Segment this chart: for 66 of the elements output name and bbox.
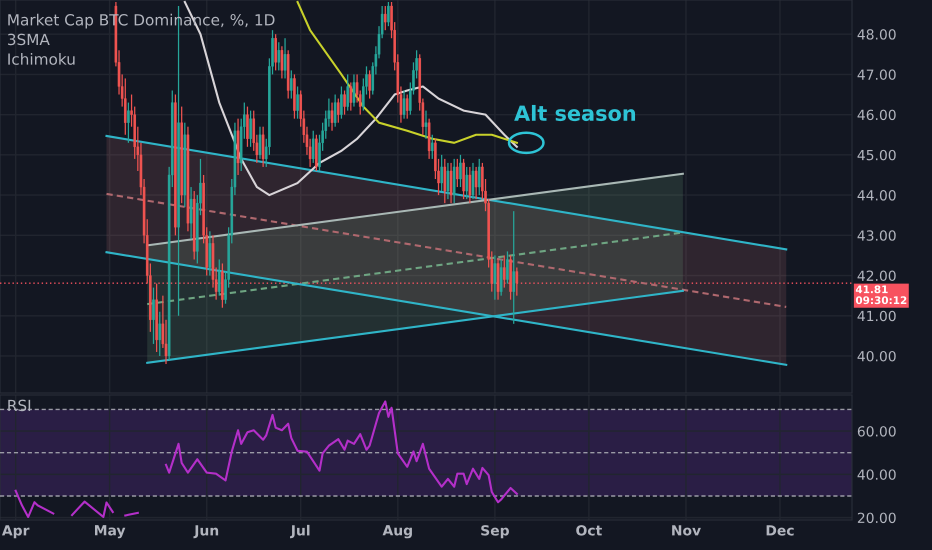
candlestick — [506, 250, 509, 284]
candlestick — [387, 1, 390, 27]
y-tick-label: 60.00 — [858, 426, 896, 437]
y-tick-label: 41.00 — [858, 310, 896, 322]
candlestick — [465, 166, 468, 200]
candlestick — [474, 166, 478, 200]
y-tick-label: 43.00 — [858, 230, 896, 241]
candlestick — [406, 94, 409, 120]
y-tick-label: 40.00 — [858, 469, 896, 480]
candlestick — [127, 102, 130, 144]
y-tick-label: 40.00 — [858, 350, 896, 362]
chart-title: RSI — [8, 400, 30, 412]
candlestick — [368, 70, 371, 100]
candlestick — [494, 254, 496, 300]
candlestick — [336, 98, 340, 124]
candlestick — [277, 42, 280, 72]
candlestick — [334, 94, 336, 128]
candlestick — [158, 311, 162, 357]
ref-line-label: 41.81 09:30:12 — [856, 285, 906, 304]
candlestick — [340, 86, 343, 120]
candlestick — [290, 70, 293, 100]
candlestick — [402, 90, 406, 120]
candlestick — [440, 154, 443, 192]
y-tick-label: 46.00 — [858, 110, 896, 120]
y-tick-label: 45.00 — [858, 150, 896, 160]
candlestick — [284, 38, 286, 80]
candlestick — [249, 110, 252, 148]
y-tick-label: 44.00 — [858, 190, 896, 201]
candlestick — [384, 5, 387, 31]
x-tick-label: Apr — [2, 525, 30, 538]
annotation: Alt season — [514, 104, 636, 122]
y-tick-label: 20.00 — [858, 512, 896, 524]
candlestick — [424, 110, 428, 140]
candlestick — [478, 158, 481, 196]
x-tick-label: Jun — [193, 525, 218, 538]
candlestick — [516, 266, 518, 296]
candlestick — [312, 130, 315, 164]
candlestick — [218, 258, 221, 296]
x-tick-label: Aug — [382, 525, 412, 538]
y-tick-label: 42.00 — [858, 270, 896, 282]
candlestick — [446, 162, 450, 200]
x-tick-label: Nov — [672, 525, 701, 536]
candlestick — [280, 46, 284, 80]
candlestick — [512, 210, 516, 324]
candlestick — [350, 82, 352, 112]
candlestick — [343, 90, 346, 116]
candlestick — [468, 166, 472, 204]
y-tick-label: 48.00 — [858, 29, 896, 40]
candlestick — [330, 102, 334, 132]
annotation: 3SMA — [8, 34, 50, 46]
candlestick — [430, 134, 434, 160]
x-tick-label: Jul — [290, 524, 310, 538]
candlestick — [456, 158, 459, 188]
candlestick — [352, 74, 356, 108]
x-tick-label: Oct — [576, 525, 602, 536]
x-tick-label: Sep — [481, 525, 509, 538]
annotation: Ichimoku — [8, 53, 75, 65]
x-tick-label: May — [95, 525, 126, 538]
candlestick — [459, 154, 462, 188]
candlestick — [258, 126, 262, 160]
y-tick-label: 47.00 — [858, 69, 896, 80]
x-tick-label: Dec — [766, 525, 794, 536]
candlestick — [503, 254, 506, 288]
candlestick — [152, 286, 155, 345]
candlestick — [296, 86, 299, 120]
candlestick — [346, 74, 349, 112]
